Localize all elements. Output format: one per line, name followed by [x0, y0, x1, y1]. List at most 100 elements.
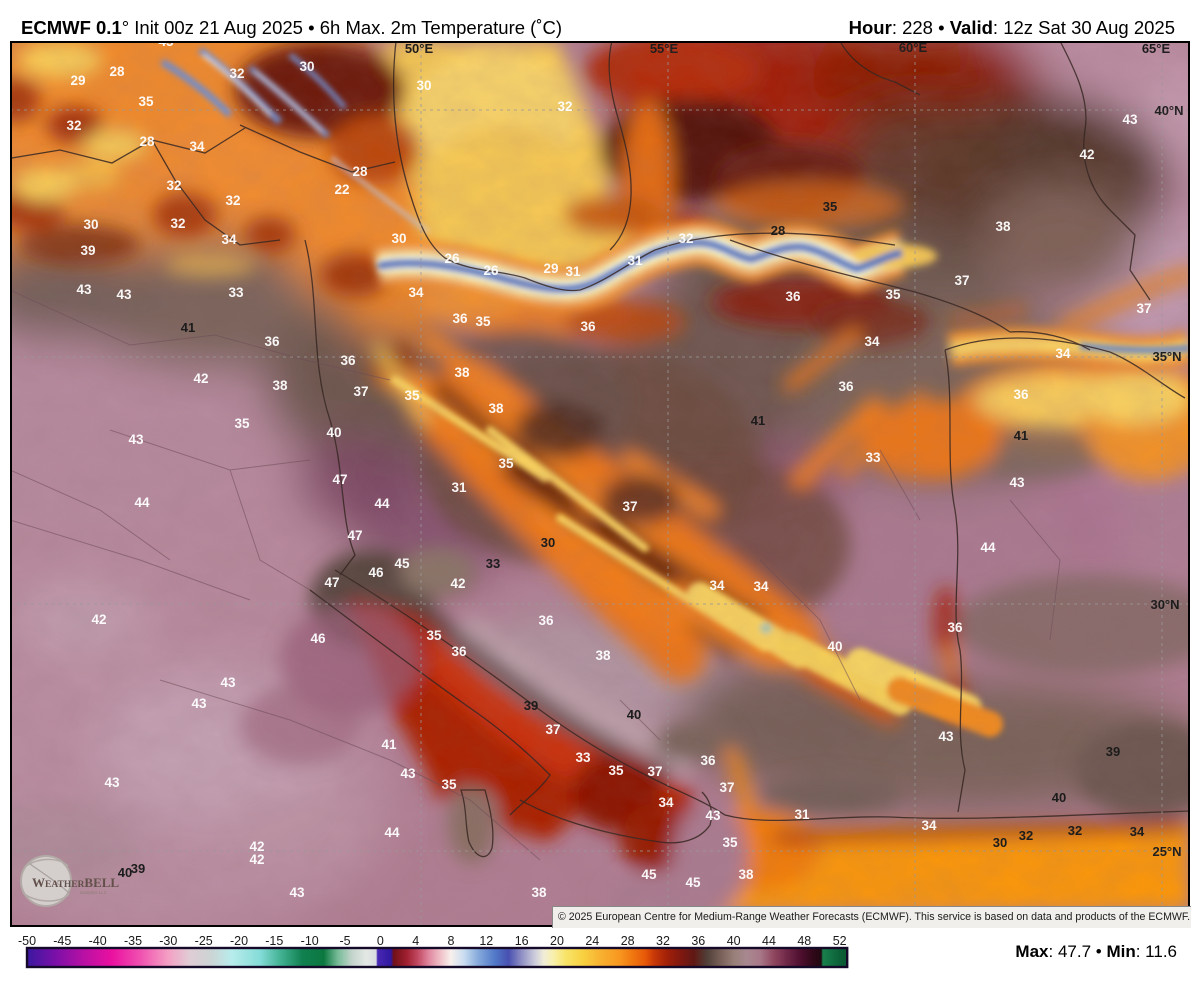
svg-text:38: 38 [531, 885, 547, 900]
svg-text:37: 37 [622, 499, 637, 514]
svg-text:40: 40 [727, 934, 741, 948]
svg-text:43: 43 [400, 766, 416, 781]
svg-text:34: 34 [864, 334, 880, 349]
svg-text:31: 31 [565, 264, 581, 279]
svg-text:-10: -10 [301, 934, 319, 948]
svg-text:34: 34 [921, 818, 937, 833]
svg-text:43: 43 [76, 282, 92, 297]
svg-text:35: 35 [498, 456, 514, 471]
svg-text:36: 36 [580, 319, 596, 334]
svg-text:42: 42 [450, 576, 465, 591]
svg-text:-45: -45 [53, 934, 71, 948]
svg-text:43: 43 [289, 885, 305, 900]
svg-text:44: 44 [384, 825, 400, 840]
svg-text:0: 0 [377, 934, 384, 948]
svg-text:30: 30 [299, 59, 314, 74]
svg-text:30: 30 [541, 535, 555, 550]
svg-text:34: 34 [1130, 824, 1145, 839]
svg-text:36: 36 [700, 753, 716, 768]
svg-text:12: 12 [479, 934, 493, 948]
svg-text:43: 43 [128, 432, 144, 447]
svg-text:28: 28 [352, 164, 368, 179]
svg-text:8: 8 [448, 934, 455, 948]
svg-text:36: 36 [340, 353, 356, 368]
svg-text:32: 32 [66, 118, 81, 133]
svg-text:36: 36 [452, 311, 468, 326]
svg-text:37: 37 [1136, 301, 1151, 316]
svg-text:34: 34 [709, 578, 725, 593]
svg-text:-30: -30 [159, 934, 177, 948]
svg-text:36: 36 [691, 934, 705, 948]
svg-text:-15: -15 [265, 934, 283, 948]
svg-text:39: 39 [1106, 744, 1120, 759]
svg-text:52: 52 [833, 934, 847, 948]
svg-text:34: 34 [658, 795, 674, 810]
svg-text:42: 42 [1079, 147, 1094, 162]
svg-text:30: 30 [416, 78, 431, 93]
svg-text:analytics LLC: analytics LLC [80, 890, 108, 895]
svg-text:24: 24 [585, 934, 599, 948]
svg-text:44: 44 [374, 496, 390, 511]
svg-text:33: 33 [575, 750, 591, 765]
svg-text:43: 43 [191, 696, 207, 711]
svg-text:35: 35 [823, 199, 837, 214]
svg-text:41: 41 [1014, 428, 1028, 443]
svg-text:36: 36 [264, 334, 280, 349]
svg-text:32: 32 [678, 231, 693, 246]
svg-text:40: 40 [627, 707, 641, 722]
svg-text:38: 38 [738, 867, 754, 882]
svg-text:45: 45 [158, 41, 174, 49]
svg-text:40: 40 [827, 639, 842, 654]
svg-text:42: 42 [193, 371, 208, 386]
svg-text:36: 36 [451, 644, 467, 659]
svg-text:26: 26 [483, 263, 499, 278]
svg-text:36: 36 [538, 613, 554, 628]
svg-text:31: 31 [451, 480, 467, 495]
svg-text:33: 33 [228, 285, 244, 300]
svg-text:36: 36 [1013, 387, 1029, 402]
svg-text:41: 41 [751, 413, 765, 428]
svg-text:40: 40 [1052, 790, 1066, 805]
svg-text:44: 44 [980, 540, 996, 555]
svg-text:42: 42 [249, 839, 264, 854]
svg-text:38: 38 [272, 378, 288, 393]
svg-text:47: 47 [347, 528, 362, 543]
svg-text:33: 33 [865, 450, 881, 465]
svg-text:32: 32 [656, 934, 670, 948]
svg-text:44: 44 [134, 495, 150, 510]
svg-text:22: 22 [334, 182, 349, 197]
svg-text:30: 30 [83, 217, 98, 232]
svg-text:47: 47 [332, 472, 347, 487]
svg-text:38: 38 [595, 648, 611, 663]
svg-text:16: 16 [515, 934, 529, 948]
svg-text:4: 4 [412, 934, 419, 948]
svg-text:35: 35 [722, 835, 738, 850]
svg-text:36: 36 [785, 289, 801, 304]
svg-text:45: 45 [685, 875, 701, 890]
svg-text:34: 34 [189, 139, 205, 154]
svg-text:34: 34 [1055, 346, 1071, 361]
svg-text:35: 35 [441, 777, 457, 792]
svg-text:-25: -25 [195, 934, 213, 948]
svg-text:35: 35 [885, 287, 901, 302]
svg-text:43: 43 [705, 808, 721, 823]
svg-text:37: 37 [954, 273, 969, 288]
svg-text:26: 26 [444, 251, 460, 266]
svg-text:42: 42 [91, 612, 106, 627]
svg-text:20: 20 [550, 934, 564, 948]
svg-text:43: 43 [1009, 475, 1025, 490]
svg-text:41: 41 [381, 737, 397, 752]
svg-text:43: 43 [1122, 112, 1138, 127]
svg-text:35: 35 [404, 388, 420, 403]
svg-text:28: 28 [771, 223, 785, 238]
svg-text:29: 29 [70, 73, 85, 88]
svg-text:30: 30 [993, 835, 1007, 850]
svg-text:37: 37 [353, 384, 368, 399]
svg-text:28: 28 [139, 134, 155, 149]
svg-text:30: 30 [391, 231, 406, 246]
svg-text:37: 37 [647, 764, 662, 779]
svg-text:32: 32 [166, 178, 181, 193]
svg-text:43: 43 [104, 775, 120, 790]
svg-text:34: 34 [753, 579, 769, 594]
svg-text:34: 34 [221, 232, 237, 247]
